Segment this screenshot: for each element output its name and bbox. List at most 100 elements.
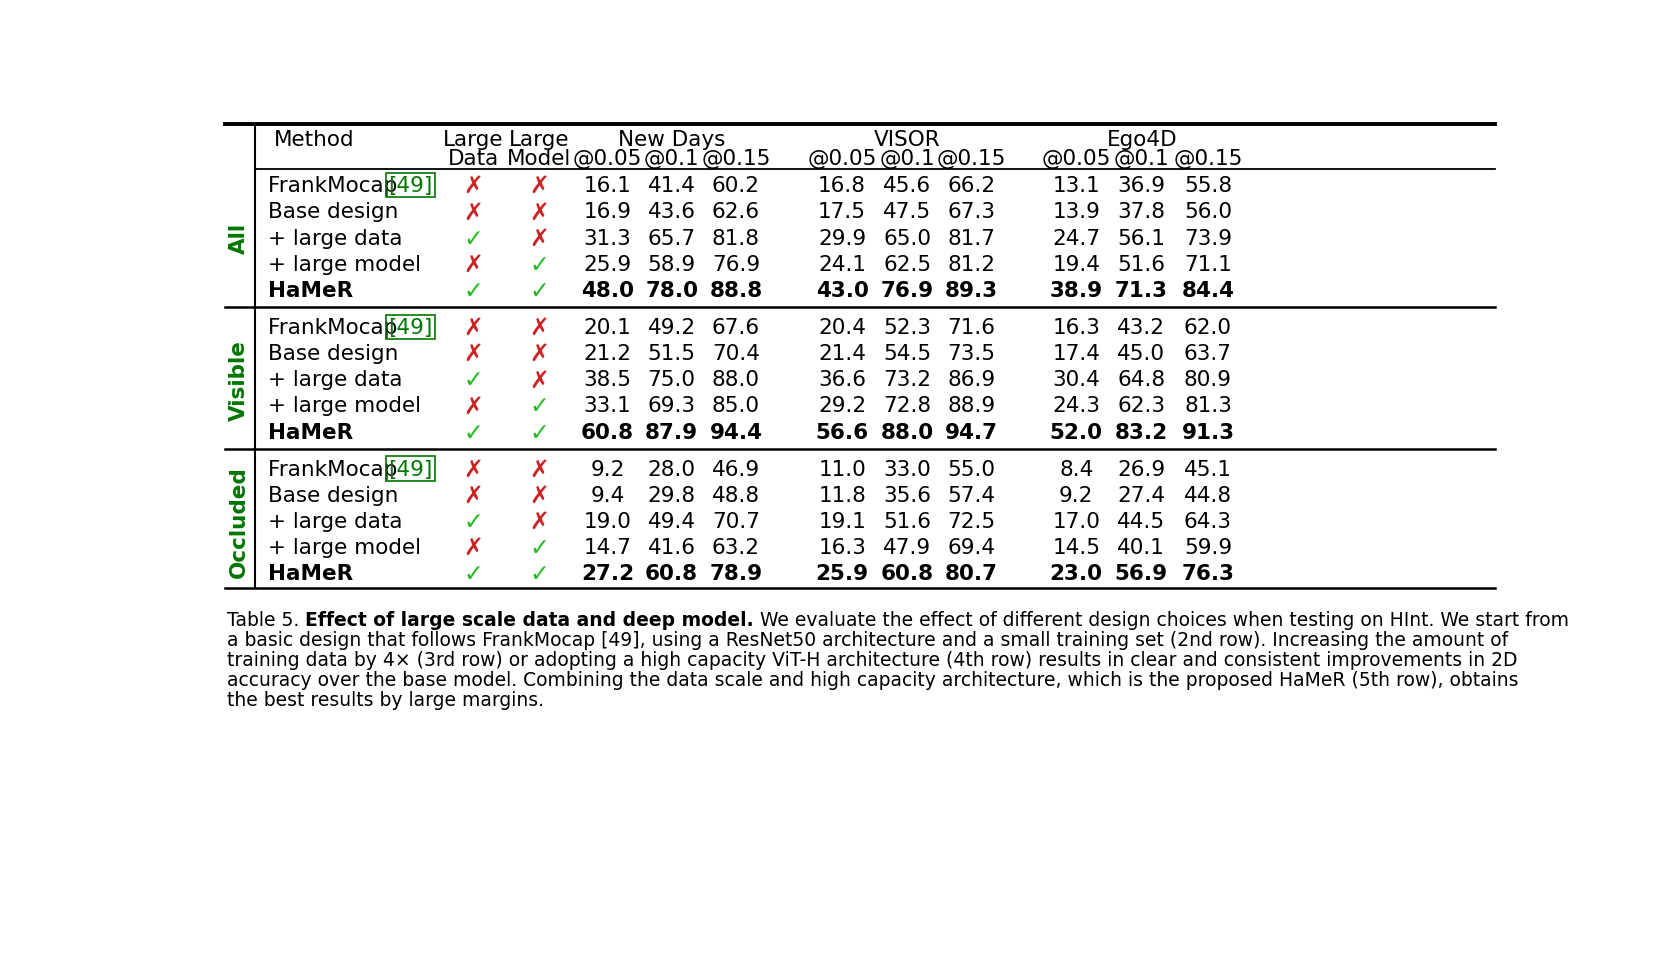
- Text: 29.2: 29.2: [819, 396, 866, 416]
- Text: + large data: + large data: [268, 370, 403, 390]
- Text: @0.1: @0.1: [644, 149, 700, 169]
- Text: 88.0: 88.0: [881, 422, 935, 442]
- Text: ✗: ✗: [529, 483, 549, 507]
- Text: 54.5: 54.5: [883, 344, 931, 364]
- Text: [49]: [49]: [388, 459, 433, 480]
- Text: @0.15: @0.15: [701, 149, 770, 169]
- Text: 91.3: 91.3: [1181, 422, 1235, 442]
- Text: @0.1: @0.1: [1114, 149, 1170, 169]
- Text: @0.05: @0.05: [807, 149, 878, 169]
- Text: 37.8: 37.8: [1118, 202, 1165, 222]
- Text: ✗: ✗: [463, 342, 483, 366]
- Text: 60.8: 60.8: [881, 564, 935, 583]
- Text: 29.9: 29.9: [819, 229, 866, 248]
- Text: 81.2: 81.2: [948, 255, 995, 275]
- Text: + large data: + large data: [268, 229, 403, 248]
- Text: ✗: ✗: [463, 315, 483, 339]
- Text: 25.9: 25.9: [816, 564, 869, 583]
- Text: ✓: ✓: [463, 279, 483, 303]
- Text: + large model: + large model: [268, 537, 421, 557]
- Text: ✗: ✗: [529, 368, 549, 392]
- Text: 67.6: 67.6: [711, 318, 760, 337]
- Text: ✓: ✓: [463, 509, 483, 533]
- Text: 80.9: 80.9: [1185, 370, 1232, 390]
- Text: 70.4: 70.4: [711, 344, 760, 364]
- Text: 71.3: 71.3: [1114, 281, 1168, 301]
- Text: 73.5: 73.5: [948, 344, 995, 364]
- Text: 56.1: 56.1: [1118, 229, 1165, 248]
- Text: 43.6: 43.6: [648, 202, 696, 222]
- Text: 94.7: 94.7: [945, 422, 998, 442]
- Text: 38.9: 38.9: [1050, 281, 1102, 301]
- Text: ✓: ✓: [463, 420, 483, 444]
- Text: 47.9: 47.9: [883, 537, 931, 557]
- Text: Table 5.: Table 5.: [227, 610, 305, 628]
- Text: 36.9: 36.9: [1118, 176, 1165, 196]
- Text: 11.8: 11.8: [819, 485, 866, 505]
- Text: 33.1: 33.1: [584, 396, 631, 416]
- Text: 73.2: 73.2: [883, 370, 931, 390]
- Text: 41.6: 41.6: [648, 537, 696, 557]
- Text: 27.2: 27.2: [581, 564, 634, 583]
- Text: Base design: Base design: [268, 485, 398, 505]
- Text: Large: Large: [443, 130, 503, 150]
- Text: 30.4: 30.4: [1052, 370, 1101, 390]
- Text: 16.1: 16.1: [584, 176, 631, 196]
- Text: 43.2: 43.2: [1118, 318, 1165, 337]
- Text: 45.0: 45.0: [1118, 344, 1165, 364]
- Text: a basic design that follows FrankMocap [49], using a ResNet50 architecture and a: a basic design that follows FrankMocap […: [227, 629, 1509, 649]
- Text: + large data: + large data: [268, 511, 403, 531]
- Text: 31.3: 31.3: [584, 229, 631, 248]
- Text: ✓: ✓: [529, 535, 549, 559]
- Text: 88.8: 88.8: [710, 281, 762, 301]
- Text: Base design: Base design: [268, 344, 398, 364]
- Text: ✗: ✗: [529, 200, 549, 224]
- Text: 89.3: 89.3: [945, 281, 998, 301]
- Text: 62.0: 62.0: [1185, 318, 1232, 337]
- Text: HaMeR: HaMeR: [268, 564, 352, 583]
- Text: ✗: ✗: [529, 227, 549, 251]
- Text: 62.5: 62.5: [883, 255, 931, 275]
- Text: 55.8: 55.8: [1185, 176, 1232, 196]
- Text: 63.2: 63.2: [711, 537, 760, 557]
- Text: 73.9: 73.9: [1185, 229, 1232, 248]
- Text: 45.6: 45.6: [883, 176, 931, 196]
- Text: 56.0: 56.0: [1185, 202, 1232, 222]
- Text: Ego4D: Ego4D: [1107, 130, 1178, 150]
- Text: 81.7: 81.7: [948, 229, 995, 248]
- Text: 56.6: 56.6: [816, 422, 869, 442]
- Text: 66.2: 66.2: [948, 176, 995, 196]
- Text: Data: Data: [448, 149, 498, 169]
- Text: 19.4: 19.4: [1052, 255, 1101, 275]
- Text: 81.3: 81.3: [1185, 396, 1232, 416]
- Text: @0.05: @0.05: [1042, 149, 1111, 169]
- Text: 19.0: 19.0: [584, 511, 631, 531]
- Text: FrankMocap: FrankMocap: [268, 318, 404, 337]
- Text: 16.3: 16.3: [1052, 318, 1101, 337]
- Text: 57.4: 57.4: [948, 485, 995, 505]
- Text: @0.05: @0.05: [572, 149, 643, 169]
- Text: + large model: + large model: [268, 396, 421, 416]
- Text: 65.7: 65.7: [648, 229, 696, 248]
- Text: New Days: New Days: [618, 130, 725, 150]
- Text: Visible: Visible: [230, 339, 250, 420]
- Text: 47.5: 47.5: [883, 202, 931, 222]
- Text: 44.5: 44.5: [1118, 511, 1165, 531]
- Text: We evaluate the effect of different design choices when testing on HInt. We star: We evaluate the effect of different desi…: [753, 610, 1569, 628]
- Text: 46.9: 46.9: [711, 459, 760, 480]
- Text: 52.3: 52.3: [883, 318, 931, 337]
- Text: 16.3: 16.3: [819, 537, 866, 557]
- Text: 17.0: 17.0: [1052, 511, 1101, 531]
- Text: 71.1: 71.1: [1185, 255, 1232, 275]
- Text: ✗: ✗: [463, 535, 483, 559]
- Text: 60.8: 60.8: [644, 564, 698, 583]
- Text: 60.2: 60.2: [711, 176, 760, 196]
- Text: 64.8: 64.8: [1118, 370, 1165, 390]
- Text: 76.3: 76.3: [1181, 564, 1235, 583]
- Text: 24.7: 24.7: [1052, 229, 1101, 248]
- Text: 14.7: 14.7: [584, 537, 631, 557]
- Text: 33.0: 33.0: [883, 459, 931, 480]
- Text: 64.3: 64.3: [1185, 511, 1232, 531]
- Text: 24.1: 24.1: [819, 255, 866, 275]
- Text: 72.8: 72.8: [883, 396, 931, 416]
